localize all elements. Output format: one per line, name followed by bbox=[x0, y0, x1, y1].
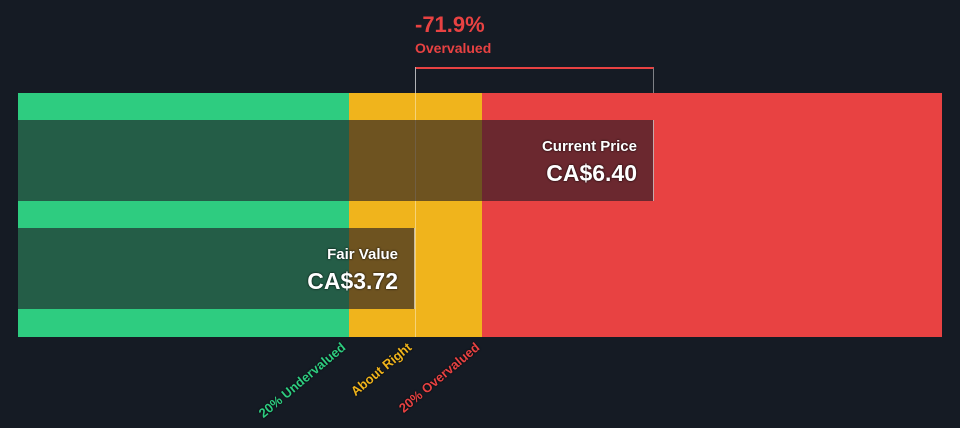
verdict-label: Overvalued bbox=[415, 40, 492, 56]
axis-label-undervalued: 20% Undervalued bbox=[255, 339, 348, 421]
fair-value-value: CA$3.72 bbox=[307, 268, 398, 294]
current-price-title: Current Price bbox=[541, 138, 637, 155]
current-price-value: CA$6.40 bbox=[546, 160, 637, 186]
fair-value-bar: Fair Value CA$3.72 bbox=[18, 228, 415, 309]
current-price-bar: Current Price CA$6.40 bbox=[18, 120, 654, 201]
fair-value-line bbox=[415, 67, 416, 337]
axis-label-about-right: About Right bbox=[347, 339, 414, 399]
difference-percent: -71.9% bbox=[415, 12, 485, 37]
fair-value-title: Fair Value bbox=[327, 246, 398, 263]
